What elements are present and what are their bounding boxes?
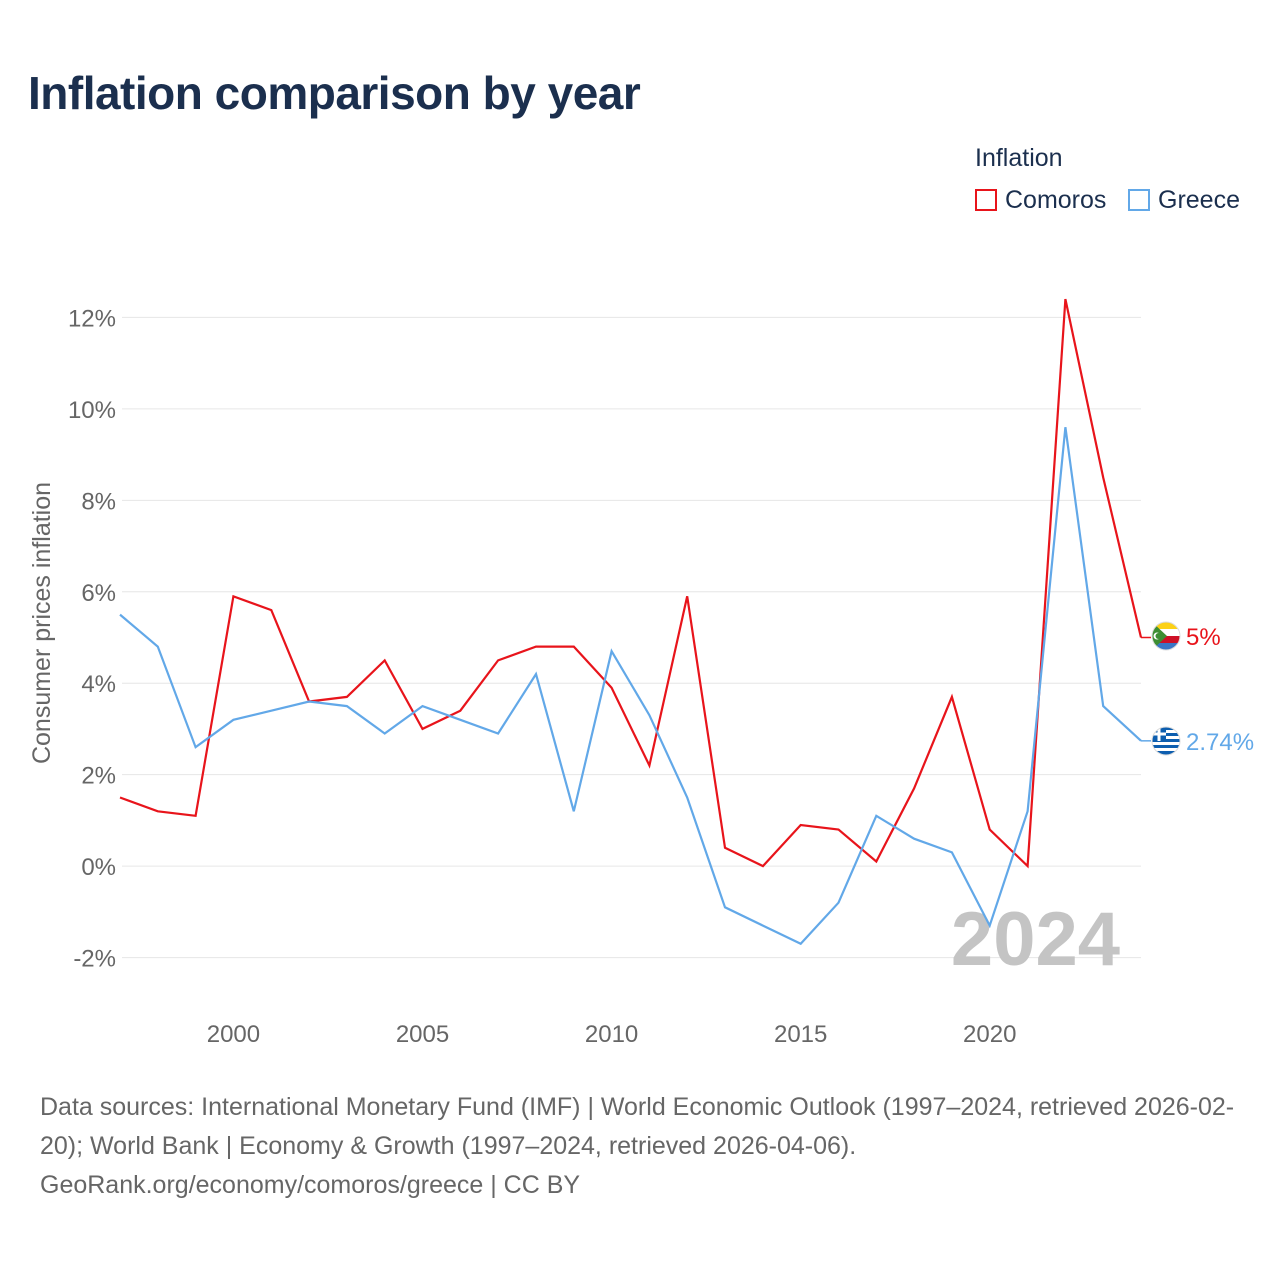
- line-chart: 12% 10% 8% 6% 4% 2% 0% -2% 2000 2005 2010 2015 2020…: [28, 298, 1254, 1048]
- legend-swatch-comoros: [975, 189, 997, 211]
- y-tick-label: -2%: [73, 946, 116, 973]
- y-tick-label: 2%: [81, 763, 116, 790]
- footer: Data sources: International Monetary Fun…: [40, 1088, 1250, 1205]
- legend-item-greece[interactable]: Greece: [1128, 186, 1240, 214]
- legend-title: Inflation: [975, 144, 1063, 172]
- x-tick-label: 2005: [396, 1021, 449, 1048]
- x-tick-label: 2010: [585, 1021, 638, 1048]
- y-tick-label: 8%: [81, 488, 116, 515]
- greece-flag-icon: [1151, 726, 1181, 756]
- year-watermark: 2024: [951, 897, 1120, 982]
- y-tick-label: 12%: [68, 305, 116, 332]
- end-label-greece: 2.74%: [1186, 729, 1254, 756]
- chart-title: Inflation comparison by year: [28, 67, 641, 119]
- series-line-comoros[interactable]: [119, 298, 1143, 869]
- legend-label-greece: Greece: [1158, 185, 1240, 214]
- legend-swatch-greece: [1128, 189, 1150, 211]
- y-tick-label: 10%: [68, 397, 116, 424]
- legend-label-comoros: Comoros: [1005, 185, 1107, 214]
- legend-item-comoros[interactable]: Comoros: [975, 186, 1106, 214]
- footer-sources: Data sources: International Monetary Fun…: [40, 1093, 1235, 1160]
- y-axis-label: Consumer prices inflation: [28, 482, 56, 764]
- x-tick-label: 2020: [963, 1021, 1016, 1048]
- y-tick-label: 6%: [81, 580, 116, 607]
- footer-credit[interactable]: GeoRank.org/economy/comoros/greece | CC …: [40, 1171, 581, 1199]
- comoros-flag-icon: [1151, 621, 1181, 651]
- y-tick-label: 0%: [81, 854, 116, 881]
- end-label-comoros: 5%: [1186, 624, 1221, 651]
- series-line-greece[interactable]: [119, 427, 1142, 946]
- y-tick-label: 4%: [81, 671, 116, 698]
- x-tick-label: 2015: [774, 1021, 827, 1048]
- x-tick-label: 2000: [207, 1021, 260, 1048]
